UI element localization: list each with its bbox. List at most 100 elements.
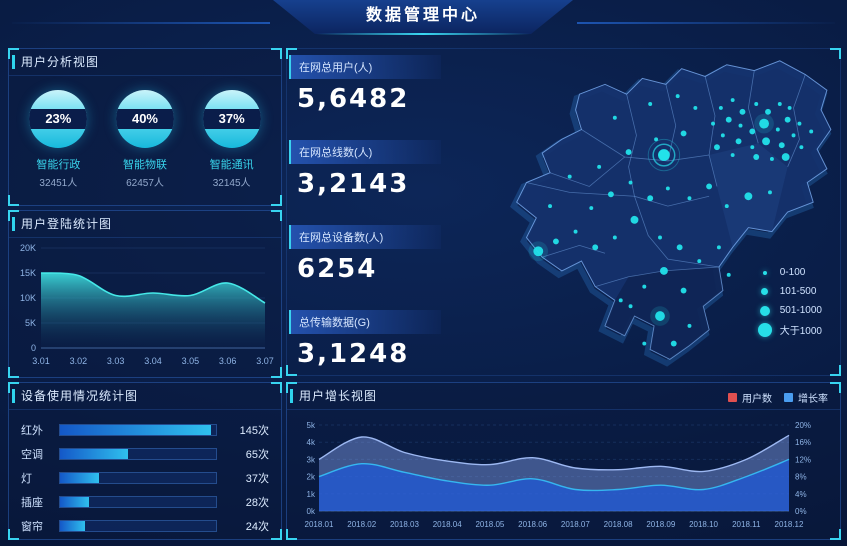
device-bar-track[interactable] xyxy=(59,496,217,508)
map-point[interactable] xyxy=(778,142,785,149)
map-point[interactable] xyxy=(654,137,659,142)
map-point[interactable] xyxy=(765,108,771,115)
map-point[interactable] xyxy=(749,128,756,135)
map-point[interactable] xyxy=(738,123,743,128)
map-point[interactable] xyxy=(754,102,759,106)
stat-label: 在网总线数(人) xyxy=(289,140,441,164)
map-legend-item[interactable]: 101-500 xyxy=(756,282,822,301)
map-point[interactable] xyxy=(642,284,647,289)
map-point[interactable] xyxy=(739,108,746,115)
legend-item[interactable]: 增长率 xyxy=(784,390,828,405)
map-point[interactable] xyxy=(589,206,594,211)
map-legend-item[interactable]: 0-100 xyxy=(756,263,822,282)
map-point[interactable] xyxy=(687,323,692,328)
map-legend-item[interactable]: 大于1000 xyxy=(756,320,822,339)
map-point[interactable] xyxy=(718,105,723,110)
map-point[interactable] xyxy=(607,191,614,198)
legend-item[interactable]: 用户数 xyxy=(728,390,772,405)
map-point[interactable] xyxy=(753,154,760,160)
map-point[interactable] xyxy=(711,121,715,126)
map-chart[interactable] xyxy=(429,49,838,373)
map-point[interactable] xyxy=(628,180,633,185)
map-legend-item[interactable]: 501-1000 xyxy=(756,301,822,320)
map-point[interactable] xyxy=(567,174,572,179)
map-point-highlight[interactable] xyxy=(658,149,670,161)
map-point[interactable] xyxy=(693,105,698,110)
growth-area-chart[interactable]: 5k 4k 3k 2k 1k 0k 20% 16% 12% 8% 4% 0% 2018.01 2018.0… xyxy=(291,411,836,535)
map-point[interactable] xyxy=(781,153,790,161)
map-point[interactable] xyxy=(716,245,721,250)
stat-block: 在网总线数(人) 3,2143 xyxy=(289,140,441,199)
map-point[interactable] xyxy=(660,266,668,275)
map-point[interactable] xyxy=(642,341,647,346)
map-point[interactable] xyxy=(618,298,623,303)
map-point[interactable] xyxy=(730,153,735,157)
map-point[interactable] xyxy=(573,229,578,234)
map-point[interactable] xyxy=(670,340,677,347)
device-bar-track[interactable] xyxy=(59,472,217,484)
map-landmass[interactable] xyxy=(516,60,832,360)
map-point[interactable] xyxy=(726,272,731,277)
map-point[interactable] xyxy=(724,204,729,209)
device-row: 插座 28次 xyxy=(21,490,269,514)
map-point[interactable] xyxy=(759,118,769,129)
device-bar-track[interactable] xyxy=(59,448,217,460)
map-point[interactable] xyxy=(552,238,559,245)
legend-dot-icon xyxy=(761,288,769,295)
map-point[interactable] xyxy=(791,133,796,138)
map-point[interactable] xyxy=(658,235,662,240)
map-point[interactable] xyxy=(647,195,654,202)
device-bar-track[interactable] xyxy=(59,424,217,436)
map-point[interactable] xyxy=(735,138,742,145)
map-point[interactable] xyxy=(744,192,753,201)
legend-dot-wrap xyxy=(756,305,774,316)
map-point[interactable] xyxy=(720,133,725,138)
map-point[interactable] xyxy=(625,149,632,156)
map-point[interactable] xyxy=(787,105,792,110)
map-point[interactable] xyxy=(612,235,617,240)
map-point[interactable] xyxy=(768,190,772,195)
map-point[interactable] xyxy=(725,116,732,123)
map-point[interactable] xyxy=(730,98,735,103)
map-point[interactable] xyxy=(648,102,653,106)
map-point[interactable] xyxy=(714,144,720,151)
map-point[interactable] xyxy=(799,145,804,150)
map-point[interactable] xyxy=(775,127,780,132)
x-tick-label: 2018.10 xyxy=(689,520,718,529)
map-point[interactable] xyxy=(797,121,802,126)
map-point[interactable] xyxy=(676,244,683,251)
map-point[interactable] xyxy=(680,130,687,137)
map-point[interactable] xyxy=(665,186,670,191)
map-point[interactable] xyxy=(809,129,814,134)
map-point[interactable] xyxy=(612,115,617,120)
map-point[interactable] xyxy=(655,311,665,321)
device-bar-track[interactable] xyxy=(59,520,217,532)
map-point[interactable] xyxy=(680,287,687,294)
x-tick-label: 2018.03 xyxy=(390,520,419,529)
map-point[interactable] xyxy=(697,259,702,264)
map-legend: 0-100 101-500 501-1000 大于1000 xyxy=(756,263,822,339)
map-point[interactable] xyxy=(777,102,782,106)
map-scatter-points[interactable] xyxy=(528,94,814,347)
map-point[interactable] xyxy=(687,196,692,201)
map-point[interactable] xyxy=(533,246,544,257)
map-point[interactable] xyxy=(628,304,633,309)
region-map[interactable]: 0-100 101-500 501-1000 大于1000 xyxy=(429,49,838,373)
y-right-tick: 12% xyxy=(795,455,811,464)
map-point[interactable] xyxy=(675,94,680,99)
area-series xyxy=(319,459,789,511)
map-point[interactable] xyxy=(592,244,599,251)
map-point[interactable] xyxy=(630,215,639,224)
login-area-chart[interactable]: 20K 15K 10K 5K 0 3.01 3.02 3.03 3.04 3.05 3.06 3.07 xyxy=(11,240,275,374)
y-tick-label: 20K xyxy=(20,243,36,253)
map-point[interactable] xyxy=(597,164,602,169)
map-point[interactable] xyxy=(769,157,774,161)
map-point[interactable] xyxy=(548,204,553,209)
gauge: 23% 智能行政 32451人 xyxy=(16,90,100,189)
map-point[interactable] xyxy=(784,116,791,123)
map-point[interactable] xyxy=(706,183,713,190)
map-point[interactable] xyxy=(750,145,755,150)
x-tick-label: 2018.04 xyxy=(433,520,462,529)
map-point[interactable] xyxy=(762,137,770,146)
legend-label: 101-500 xyxy=(779,286,817,297)
